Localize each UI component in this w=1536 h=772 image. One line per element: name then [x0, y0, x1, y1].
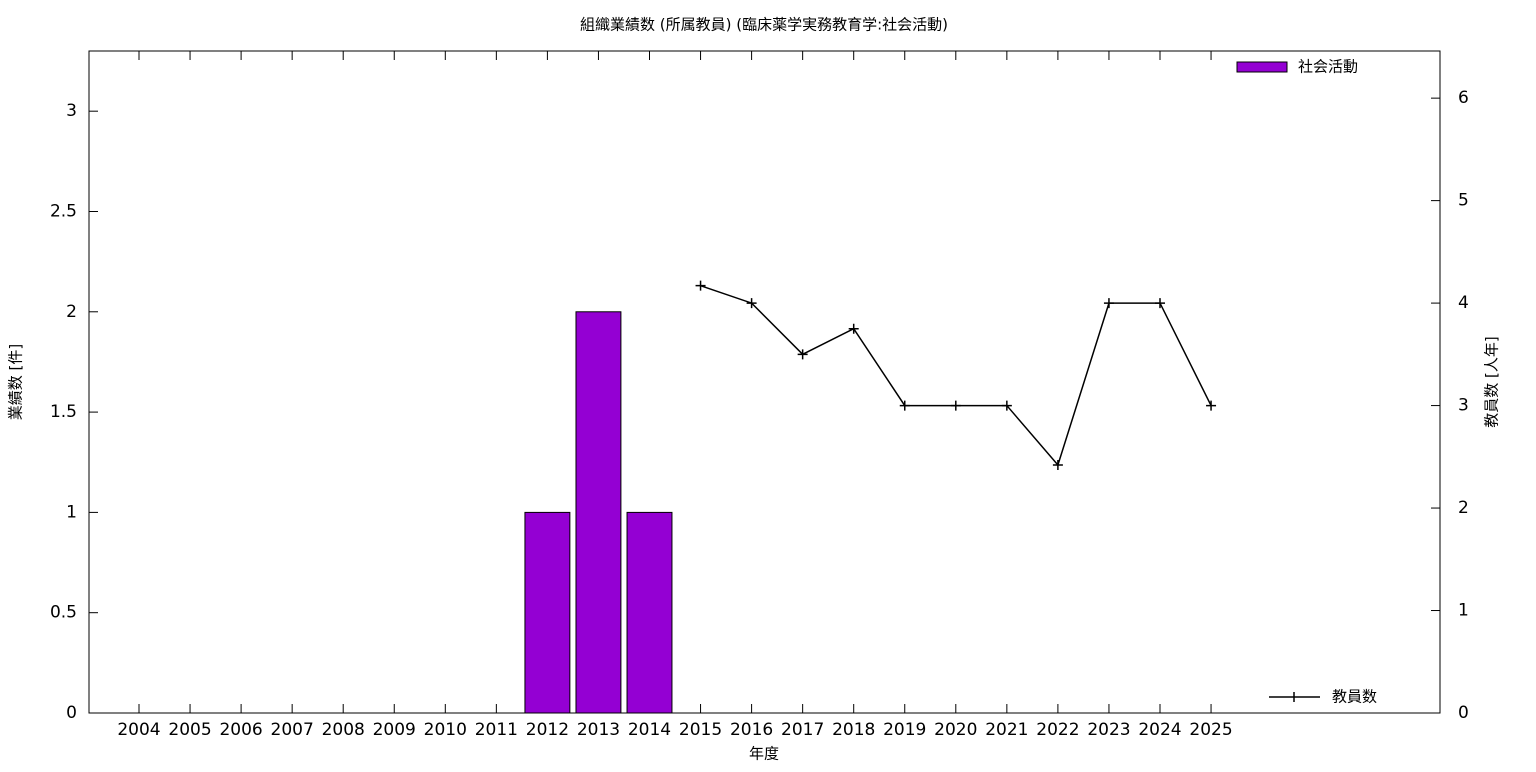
- y2-tick-label: 6: [1458, 88, 1469, 108]
- y-tick-label: 3: [66, 101, 77, 121]
- legend-swatch: [1269, 692, 1320, 702]
- y-tick-label: 2.5: [50, 201, 77, 221]
- point-marker: [695, 280, 706, 291]
- y2-tick-label: 2: [1458, 498, 1469, 518]
- x-tick-label: 2020: [934, 720, 977, 740]
- x-tick-label: 2025: [1189, 720, 1232, 740]
- x-tick-label: 2009: [373, 720, 416, 740]
- legend-label: 教員数: [1332, 688, 1377, 706]
- x-tick-label: 2014: [628, 720, 671, 740]
- legend-swatch: [1236, 61, 1288, 73]
- x-tick-label: 2005: [168, 720, 211, 740]
- point-marker: [1206, 400, 1217, 411]
- x-tick-label: 2007: [271, 720, 314, 740]
- x-tick-label: 2012: [526, 720, 569, 740]
- x-tick-label: 2021: [985, 720, 1028, 740]
- x-axis-label: 年度: [749, 745, 779, 763]
- y-tick-label: 0.5: [50, 603, 77, 623]
- y2-axis-label: 教員数 [人年]: [1483, 336, 1501, 427]
- y-tick-label: 1: [66, 502, 77, 522]
- y-tick-label: 2: [66, 302, 77, 322]
- point-marker: [1103, 298, 1114, 309]
- y-axis-label: 業績数 [件]: [7, 344, 25, 420]
- point-marker: [1052, 460, 1063, 471]
- x-tick-label: 2022: [1036, 720, 1079, 740]
- y2-tick-label: 3: [1458, 396, 1469, 416]
- x-tick-label: 2008: [322, 720, 365, 740]
- x-tick-label: 2013: [577, 720, 620, 740]
- bar: [575, 311, 622, 714]
- x-tick-label: 2015: [679, 720, 722, 740]
- x-tick-label: 2023: [1087, 720, 1130, 740]
- x-tick-label: 2006: [219, 720, 262, 740]
- x-tick-label: 2017: [781, 720, 824, 740]
- x-tick-label: 2010: [424, 720, 467, 740]
- legend-label: 社会活動: [1298, 58, 1358, 76]
- y-tick-label: 0: [66, 703, 77, 723]
- x-tick-label: 2011: [475, 720, 518, 740]
- plot-frame: [88, 50, 1441, 714]
- point-marker: [1001, 400, 1012, 411]
- bar: [626, 511, 673, 714]
- bar: [524, 511, 571, 714]
- y2-tick-label: 0: [1458, 703, 1469, 723]
- point-marker: [950, 400, 961, 411]
- point-marker: [848, 323, 859, 334]
- point-marker: [746, 298, 757, 309]
- chart-title: 組織業績数 (所属教員) (臨床薬学実務教育学:社会活動): [580, 16, 948, 34]
- x-tick-label: 2004: [117, 720, 160, 740]
- x-tick-label: 2019: [883, 720, 926, 740]
- point-marker: [899, 400, 910, 411]
- point-marker: [1155, 298, 1165, 309]
- y2-tick-label: 4: [1458, 293, 1469, 313]
- x-tick-label: 2024: [1138, 720, 1181, 740]
- y2-tick-label: 5: [1458, 191, 1469, 211]
- point-marker: [797, 349, 808, 360]
- y-tick-label: 1.5: [50, 402, 77, 422]
- line: [700, 284, 1212, 467]
- x-tick-label: 2018: [832, 720, 875, 740]
- x-tick-label: 2016: [730, 720, 773, 740]
- y2-tick-label: 1: [1458, 601, 1469, 621]
